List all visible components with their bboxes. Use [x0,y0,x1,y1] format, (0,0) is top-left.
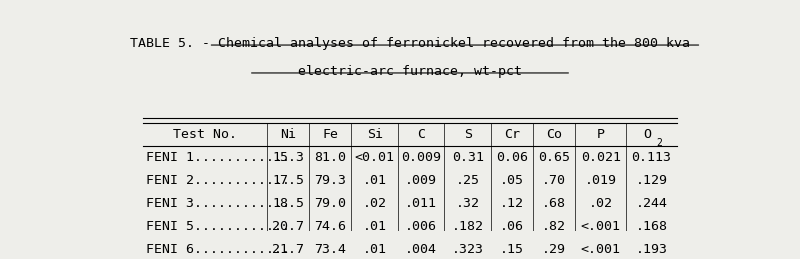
Text: 0.65: 0.65 [538,151,570,164]
Text: .29: .29 [542,243,566,256]
Text: .01: .01 [362,243,386,256]
Text: 15.3: 15.3 [272,151,304,164]
Text: FENI 1............: FENI 1............ [146,151,290,164]
Text: .182: .182 [452,220,484,233]
Text: .009: .009 [405,174,437,187]
Text: S: S [464,128,472,141]
Text: .244: .244 [635,197,667,210]
Text: 74.6: 74.6 [314,220,346,233]
Text: .019: .019 [585,174,617,187]
Text: .323: .323 [452,243,484,256]
Text: 79.3: 79.3 [314,174,346,187]
Text: 81.0: 81.0 [314,151,346,164]
Text: <.001: <.001 [581,220,621,233]
Text: <0.01: <0.01 [354,151,394,164]
Text: O: O [643,128,651,141]
Text: .193: .193 [635,243,667,256]
Text: 17.5: 17.5 [272,174,304,187]
Text: 0.31: 0.31 [452,151,484,164]
Text: 0.06: 0.06 [496,151,528,164]
Text: 20.7: 20.7 [272,220,304,233]
Text: .06: .06 [500,220,524,233]
Text: .15: .15 [500,243,524,256]
Text: Test No.: Test No. [173,128,237,141]
Text: FENI 2............: FENI 2............ [146,174,290,187]
Text: .32: .32 [456,197,480,210]
Text: 18.5: 18.5 [272,197,304,210]
Text: 79.0: 79.0 [314,197,346,210]
Text: 0.009: 0.009 [401,151,441,164]
Text: .12: .12 [500,197,524,210]
Text: <.001: <.001 [581,243,621,256]
Text: Co: Co [546,128,562,141]
Text: 21.7: 21.7 [272,243,304,256]
Text: .70: .70 [542,174,566,187]
Text: .05: .05 [500,174,524,187]
Text: FENI 6............: FENI 6............ [146,243,290,256]
Text: P: P [597,128,605,141]
Text: FENI 3............: FENI 3............ [146,197,290,210]
Text: .168: .168 [635,220,667,233]
Text: .01: .01 [362,220,386,233]
Text: .02: .02 [362,197,386,210]
Text: .004: .004 [405,243,437,256]
Text: .25: .25 [456,174,480,187]
Text: Cr: Cr [504,128,520,141]
Text: C: C [417,128,425,141]
Text: 2: 2 [657,138,662,148]
Text: FENI 5............: FENI 5............ [146,220,290,233]
Text: Si: Si [366,128,382,141]
Text: .01: .01 [362,174,386,187]
Text: 0.021: 0.021 [581,151,621,164]
Text: Fe: Fe [322,128,338,141]
Text: 0.113: 0.113 [631,151,671,164]
Text: .006: .006 [405,220,437,233]
Text: .011: .011 [405,197,437,210]
Text: .02: .02 [589,197,613,210]
Text: .129: .129 [635,174,667,187]
Text: 73.4: 73.4 [314,243,346,256]
Text: TABLE 5. - Chemical analyses of ferronickel recovered from the 800 kva: TABLE 5. - Chemical analyses of ferronic… [130,37,690,50]
Text: Ni: Ni [280,128,296,141]
Text: .82: .82 [542,220,566,233]
Text: .68: .68 [542,197,566,210]
Text: electric-arc furnace, wt-pct: electric-arc furnace, wt-pct [298,65,522,78]
